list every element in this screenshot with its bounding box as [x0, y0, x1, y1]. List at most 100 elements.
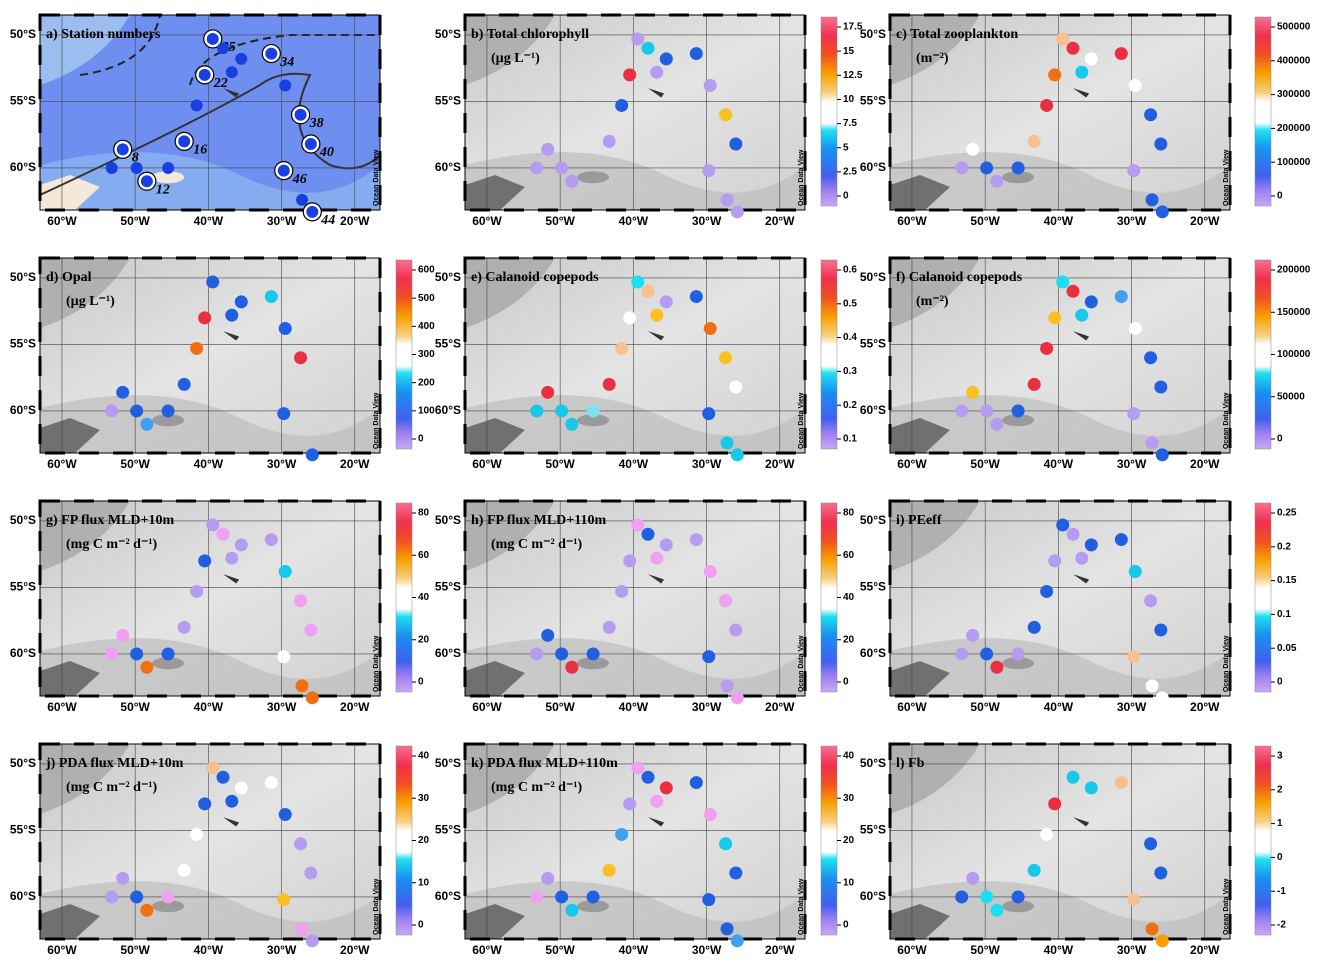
station [650, 66, 663, 79]
station [1146, 679, 1159, 692]
station [660, 781, 673, 794]
lat-label: 60°S [860, 403, 886, 417]
station [587, 647, 600, 660]
station [1056, 275, 1069, 288]
lon-label: 60°W [472, 700, 502, 714]
station [541, 629, 554, 642]
lon-label: 50°W [545, 214, 575, 228]
station [1028, 135, 1041, 148]
panel-unit: (mg C m⁻² d⁻¹) [491, 780, 583, 795]
station [541, 386, 554, 399]
watermark: Ocean Data View [798, 392, 805, 449]
station [631, 275, 644, 288]
lon-label: 60°W [897, 457, 927, 471]
lon-label: 30°W [1117, 943, 1147, 957]
lon-label: 30°W [1117, 700, 1147, 714]
station [990, 418, 1003, 431]
panel-title: f) Calanoid copepods [896, 270, 1023, 285]
station [1012, 161, 1025, 174]
watermark: Ocean Data View [798, 878, 805, 935]
lat-label: 55°S [860, 337, 886, 351]
lon-label: 40°W [619, 700, 649, 714]
station [1144, 594, 1157, 607]
station [278, 165, 290, 177]
station [642, 285, 655, 298]
station [955, 161, 968, 174]
station [1127, 893, 1140, 906]
lon-label: 50°W [120, 943, 150, 957]
station [1144, 351, 1157, 364]
station [306, 691, 319, 704]
station [141, 175, 153, 187]
panel-title: a) Station numbers [46, 27, 161, 42]
station [235, 781, 248, 794]
station [190, 342, 203, 355]
station [277, 650, 290, 663]
lat-label: 60°S [860, 160, 886, 174]
station-number: 38 [309, 116, 324, 131]
lon-label: 30°W [692, 214, 722, 228]
station [565, 661, 578, 674]
colorbar [821, 17, 837, 206]
panel-unit: (mg C m⁻² d⁻¹) [491, 537, 583, 552]
station-number: 12 [156, 182, 170, 197]
colorbar [1255, 260, 1271, 449]
station [117, 143, 129, 155]
panel: 60°W50°W40°W30°W20°W50°S55°S60°Sb) Total… [435, 15, 863, 228]
lat-label: 50°S [10, 756, 36, 770]
panel-unit: (µg L⁻¹) [66, 294, 115, 309]
colorbar-label: 600 [418, 265, 435, 276]
panel-title: j) PDA flux MLD+10m [45, 756, 184, 771]
station [1129, 322, 1142, 335]
station [1115, 533, 1128, 546]
station [1129, 565, 1142, 578]
station [1144, 108, 1157, 121]
station [729, 381, 742, 394]
lon-label: 30°W [692, 457, 722, 471]
colorbar-label: 5 [843, 142, 849, 153]
colorbar-label: 20 [843, 634, 855, 645]
station [105, 890, 118, 903]
watermark: Ocean Data View [798, 635, 805, 692]
colorbar-label: 0 [1277, 191, 1283, 202]
station [704, 565, 717, 578]
colorbar-label: 40 [418, 751, 430, 762]
station [105, 404, 118, 417]
station [279, 808, 292, 821]
station [225, 552, 238, 565]
lon-label: 50°W [970, 457, 1000, 471]
colorbar-label: 0 [843, 677, 849, 688]
station [565, 175, 578, 188]
station [1127, 164, 1140, 177]
station [1085, 295, 1098, 308]
colorbar-label: 1 [1277, 818, 1283, 829]
station [296, 922, 309, 935]
station [1146, 922, 1159, 935]
station [980, 404, 993, 417]
lat-label: 60°S [435, 889, 461, 903]
station [265, 48, 277, 60]
panel-title: l) Fb [896, 756, 925, 771]
station [541, 143, 554, 156]
panel-title: c) Total zooplankton [896, 27, 1018, 42]
station [277, 893, 290, 906]
station [1156, 448, 1169, 461]
lat-label: 60°S [860, 889, 886, 903]
station [719, 837, 732, 850]
colorbar-label: 200 [418, 377, 435, 388]
colorbar-label: 30 [418, 793, 430, 804]
station [603, 135, 616, 148]
lon-label: 60°W [47, 700, 77, 714]
station [615, 99, 628, 112]
station [162, 404, 175, 417]
station [615, 828, 628, 841]
station [304, 867, 317, 880]
colorbar-label: 300000 [1277, 89, 1311, 100]
lon-label: 20°W [1190, 457, 1220, 471]
station [178, 621, 191, 634]
watermark: Ocean Data View [1223, 635, 1230, 692]
station [966, 629, 979, 642]
station [1085, 781, 1098, 794]
colorbar-label: 40 [843, 751, 855, 762]
